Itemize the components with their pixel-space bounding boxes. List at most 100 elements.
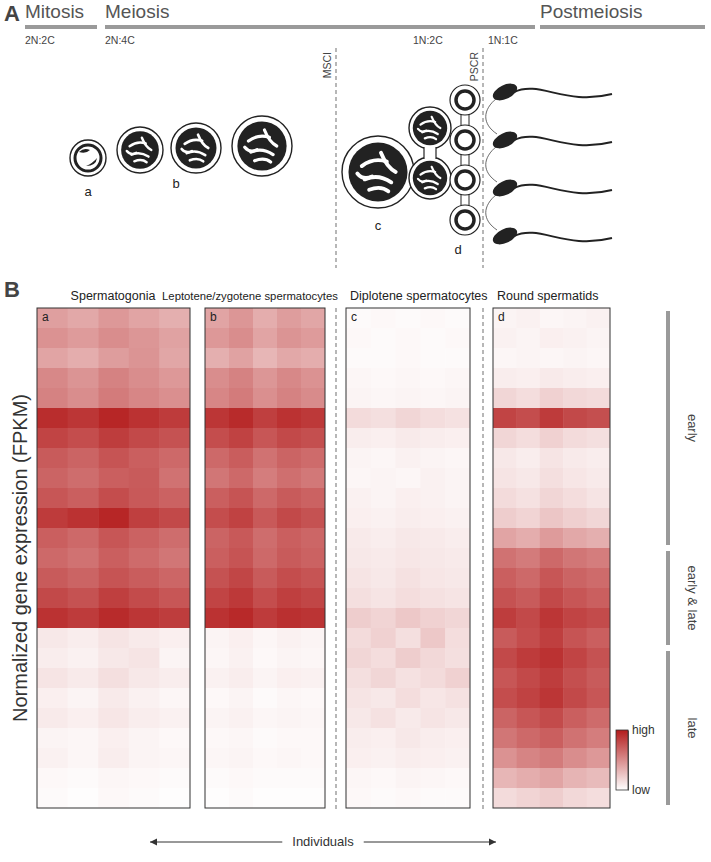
- chromatin: [86, 158, 97, 166]
- heatmap-cell: [301, 628, 325, 649]
- heatmap-cell: [371, 368, 396, 389]
- heatmap-cell: [396, 788, 421, 808]
- heatmap-cell: [346, 528, 371, 549]
- color-bar-axis: highlow: [628, 723, 655, 797]
- row-group-label: late: [685, 718, 700, 739]
- cytoplasm-bridge: [486, 98, 497, 134]
- heatmap-cell: [37, 368, 68, 389]
- chromatin: [264, 130, 276, 146]
- panel-title: Spermatogonia: [71, 289, 156, 303]
- row-group-bar: [666, 311, 670, 545]
- heatmap-cell: [371, 568, 396, 589]
- heatmap-cell: [253, 548, 278, 569]
- heatmap-cell: [205, 748, 230, 769]
- heatmap-cell: [420, 468, 445, 489]
- transition-label: PSCR: [468, 52, 480, 82]
- heatmap-cell: [346, 568, 371, 589]
- heatmap-cell: [540, 508, 564, 529]
- heatmap-cell: [587, 328, 610, 349]
- heatmap-cell: [229, 468, 254, 489]
- heatmap-cell: [98, 788, 129, 808]
- heatmap-cell: [587, 628, 610, 649]
- heatmap-cell: [68, 508, 99, 529]
- stage-divider: [335, 308, 336, 812]
- heatmap-cell: [205, 488, 230, 509]
- heatmap-cells: [493, 308, 610, 808]
- heatmap-cell: [445, 408, 470, 429]
- cell: [409, 107, 451, 149]
- tick-label: low: [632, 783, 650, 797]
- nucleus: [456, 91, 474, 109]
- heatmap-cell: [301, 668, 325, 689]
- chromatin: [182, 149, 192, 152]
- heatmap-cell: [540, 468, 564, 489]
- heatmap-cell: [229, 588, 254, 609]
- heatmap-cell: [563, 708, 587, 729]
- heatmap-cell: [229, 368, 254, 389]
- heatmap-cell: [205, 688, 230, 709]
- heatmap-cell: [540, 488, 564, 509]
- heatmap-cell: [229, 748, 254, 769]
- panel-frame: [37, 308, 190, 808]
- heatmap-cell: [396, 668, 421, 689]
- heatmap-cell: [587, 428, 610, 449]
- heatmap-cell: [301, 648, 325, 669]
- heatmap-cell: [396, 588, 421, 609]
- heatmap-cell: [540, 428, 564, 449]
- heatmap-cell: [420, 648, 445, 669]
- cell-membrane: [450, 205, 480, 235]
- heatmap-cell: [420, 508, 445, 529]
- heatmap-cell: [516, 708, 540, 729]
- heatmap-cell: [37, 588, 68, 609]
- heatmap-cell: [229, 428, 254, 449]
- heatmap-cell: [420, 488, 445, 509]
- heatmap-cell: [159, 308, 190, 329]
- heatmap-cell: [253, 408, 278, 429]
- heatmap-cell: [420, 308, 445, 329]
- heatmap-cell: [37, 408, 68, 429]
- heatmap-cell: [587, 668, 610, 689]
- arrow-head: [150, 839, 157, 846]
- stage-divider: [482, 308, 483, 812]
- heatmap-cell: [277, 608, 302, 629]
- heatmap-cell: [277, 688, 302, 709]
- cell-membrane: [450, 85, 480, 115]
- heatmap-cell: [396, 388, 421, 409]
- cell-label: d: [454, 242, 461, 257]
- arrow: [150, 842, 282, 843]
- heatmap-cell: [445, 428, 470, 449]
- heatmap-cell: [37, 768, 68, 789]
- heatmap-cell: [563, 608, 587, 629]
- nucleus: [456, 211, 474, 229]
- row-group-label: early: [685, 414, 700, 443]
- heatmap-cell: [205, 628, 230, 649]
- heatmap-cell: [445, 468, 470, 489]
- heatmap-cell: [229, 388, 254, 409]
- heatmap-cell: [587, 728, 610, 749]
- heatmap-cell: [205, 588, 230, 609]
- panel-a: AMitosisMeiosisPostmeiosis2N:2C2N:4C1N:2…: [4, 1, 705, 268]
- chromatin: [369, 188, 388, 191]
- heatmap-cell: [205, 468, 230, 489]
- heatmap-cell: [98, 328, 129, 349]
- heatmap-cell: [98, 368, 129, 389]
- heatmap-cell: [540, 588, 564, 609]
- heatmap-cell: [371, 668, 396, 689]
- heatmap-cell: [229, 648, 254, 669]
- heatmap-cell: [68, 428, 99, 449]
- heatmap-cell: [396, 648, 421, 669]
- heatmap-cell: [301, 348, 325, 369]
- cell-membrane: [450, 125, 480, 155]
- heatmap-cell: [371, 588, 396, 609]
- heatmap-cell: [229, 408, 254, 429]
- heatmap-cell: [68, 448, 99, 469]
- heatmap-cell: [563, 368, 587, 389]
- heatmap-cell: [420, 608, 445, 629]
- heatmap-cell: [563, 428, 587, 449]
- heatmap-cell: [371, 308, 396, 329]
- heatmap-cell: [420, 728, 445, 749]
- heatmap-cell: [98, 588, 129, 609]
- cytoplasm-bridge: [424, 147, 436, 159]
- heatmap-cell: [587, 648, 610, 669]
- heatmap-cell: [445, 308, 470, 329]
